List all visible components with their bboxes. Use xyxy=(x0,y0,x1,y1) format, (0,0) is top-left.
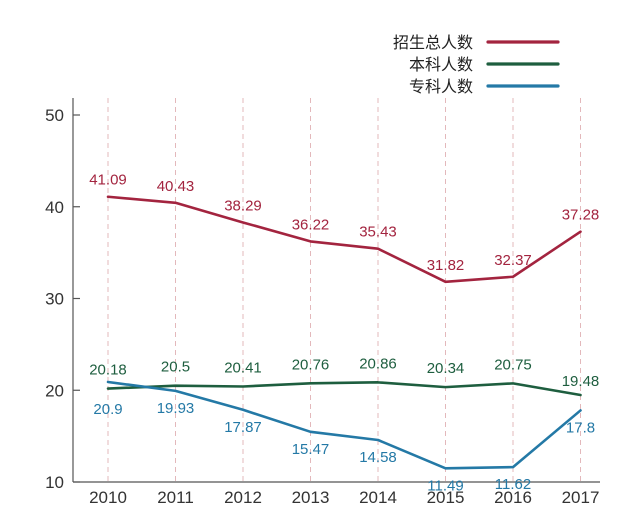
data-label: 31.82 xyxy=(427,257,465,274)
data-label: 17.8 xyxy=(566,419,595,436)
y-tick-label: 10 xyxy=(45,473,64,492)
data-label: 36.22 xyxy=(292,216,330,233)
x-tick-label: 2015 xyxy=(427,488,465,507)
data-label: 19.93 xyxy=(157,400,195,417)
legend-label: 招生总人数 xyxy=(393,33,473,52)
data-label: 37.28 xyxy=(562,207,600,224)
x-tick-label: 2014 xyxy=(359,488,397,507)
y-tick-label: 20 xyxy=(45,381,64,400)
legend-label: 专科人数 xyxy=(409,77,473,96)
x-tick-label: 2013 xyxy=(292,488,330,507)
grid-lines xyxy=(107,98,581,482)
data-labels: 41.09 40.43 38.29 36.22 35.43 31.82 32.37 37.28… xyxy=(89,172,599,495)
data-label: 11.62 xyxy=(495,476,531,493)
x-tick-label: 2017 xyxy=(562,488,600,507)
data-label: 11.49 xyxy=(427,477,463,494)
data-label: 20.9 xyxy=(93,401,122,418)
x-tick-label: 2016 xyxy=(494,488,532,507)
data-label: 20.41 xyxy=(224,359,262,376)
legend-label: 本科人数 xyxy=(409,55,473,74)
x-tick-label: 2011 xyxy=(157,488,194,507)
data-label: 20.76 xyxy=(292,356,330,373)
axes: 10 20 30 40 50 2010 2011 2012 2013 2014 2015 2016 20… xyxy=(45,98,600,507)
y-tick-label: 40 xyxy=(45,198,64,217)
y-tick-label: 50 xyxy=(45,106,64,125)
x-tick-label: 2010 xyxy=(89,488,127,507)
data-label: 38.29 xyxy=(224,197,262,214)
series-line-3 xyxy=(106,380,582,470)
data-label: 20.86 xyxy=(359,355,397,372)
data-label: 19.48 xyxy=(562,373,600,390)
data-label: 20.75 xyxy=(494,356,532,373)
data-label: 35.43 xyxy=(359,224,397,241)
series-line-1 xyxy=(106,195,582,284)
data-label: 15.47 xyxy=(292,441,330,458)
data-label: 20.5 xyxy=(161,359,190,376)
series-line-2 xyxy=(106,381,582,397)
data-label: 32.37 xyxy=(494,252,532,269)
data-label: 40.43 xyxy=(157,178,195,195)
data-label: 20.34 xyxy=(427,360,465,377)
data-label: 17.87 xyxy=(224,419,262,436)
data-label: 41.09 xyxy=(89,172,127,189)
data-label: 20.18 xyxy=(89,362,127,379)
y-tick-label: 30 xyxy=(45,290,64,309)
series-lines xyxy=(106,195,582,470)
data-label: 14.58 xyxy=(359,449,397,466)
x-tick-label: 2012 xyxy=(224,488,262,507)
